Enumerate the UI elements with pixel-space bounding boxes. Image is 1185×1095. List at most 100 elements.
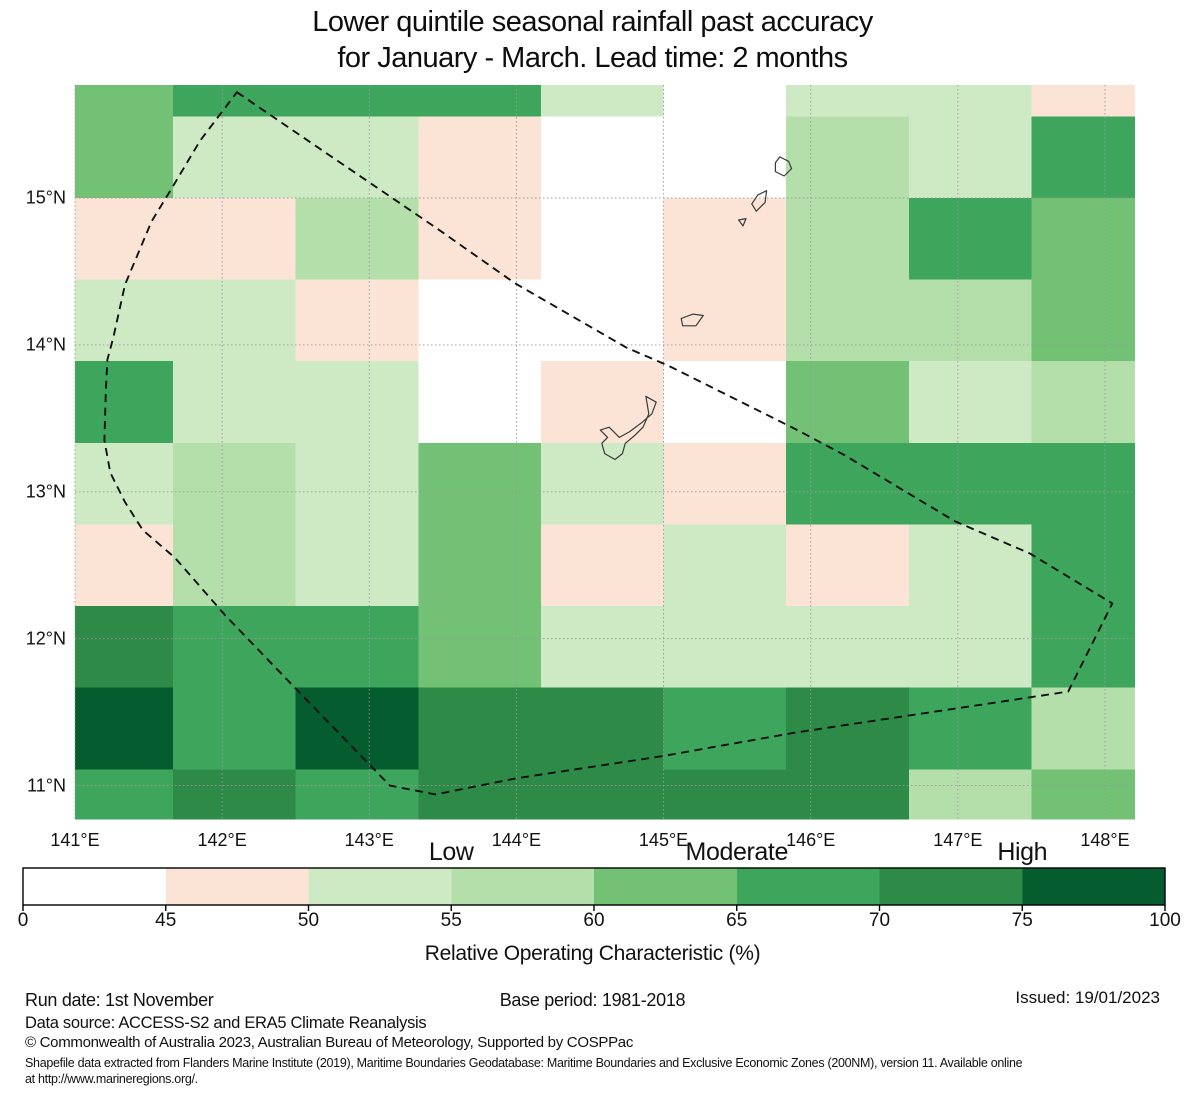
- heatmap-cell: [663, 606, 787, 688]
- heatmap-cell: [75, 116, 174, 198]
- heatmap-cell: [908, 116, 1032, 198]
- heatmap-cell: [786, 606, 909, 688]
- colorbar-segment: [308, 868, 452, 905]
- heatmap-cell: [1031, 606, 1135, 688]
- colorbar-segment: [165, 868, 309, 905]
- x-axis-tick-label: 143°E: [344, 830, 394, 850]
- heatmap-cell: [173, 361, 296, 443]
- heatmap-cell: [295, 198, 419, 280]
- heatmap-cell: [173, 85, 296, 117]
- x-axis-tick-label: 145°E: [638, 830, 689, 850]
- heatmap-cell: [295, 116, 419, 198]
- heatmap-cell: [908, 85, 1032, 117]
- heatmap-cell: [173, 442, 296, 525]
- heatmap-cell: [173, 769, 296, 820]
- colorbar-segment: [879, 868, 1023, 905]
- heatmap-cell: [1031, 198, 1135, 280]
- colorbar-segment: [451, 868, 594, 905]
- heatmap-cell: [75, 769, 174, 820]
- heatmap-cell: [418, 687, 541, 770]
- heatmap-cell: [786, 198, 909, 280]
- legend-category-label-low: Low: [428, 838, 474, 866]
- heatmap-cell: [295, 279, 419, 362]
- colorbar-tick-label: 100: [1149, 910, 1181, 931]
- heatmap-cell: [418, 606, 541, 688]
- y-axis-tick-label: 15°N: [25, 187, 66, 208]
- heatmap-cell: [295, 606, 419, 688]
- colorbar-segment: [736, 868, 880, 905]
- colorbar-tick-label: 70: [868, 910, 891, 931]
- heatmap-cell: [786, 361, 909, 443]
- colorbar-tick-label: 60: [583, 910, 605, 931]
- heatmap-cell: [908, 442, 1032, 525]
- x-axis-tick-label: 148°E: [1080, 830, 1130, 850]
- x-axis-tick-label: 146°E: [786, 830, 836, 850]
- heatmap-cell: [908, 687, 1032, 770]
- heatmap-cell: [1031, 85, 1135, 117]
- y-axis-tick-label: 12°N: [25, 628, 66, 649]
- x-axis-tick-label: 142°E: [197, 830, 247, 850]
- heatmap-cell: [663, 687, 787, 770]
- colorbar-tick-label: 65: [726, 910, 748, 931]
- issued-date-text: Issued: 19/01/2023: [1015, 988, 1160, 1007]
- heatmap-cell: [1031, 442, 1135, 525]
- island-outline-aguijan: [738, 218, 747, 227]
- heatmap-cell: [173, 687, 296, 770]
- heatmap-cell: [173, 279, 296, 362]
- data-source-text: Data source: ACCESS-S2 and ERA5 Climate …: [25, 1014, 427, 1032]
- heatmap-cell: [418, 442, 541, 525]
- shapefile-note-line-2: at http://www.marineregions.org/.: [25, 1072, 198, 1086]
- heatmap-cell: [1031, 116, 1135, 198]
- heatmap-cell: [908, 606, 1032, 688]
- y-axis-tick-label: 13°N: [25, 481, 66, 502]
- heatmap-cell: [541, 606, 664, 688]
- y-axis-tick-label: 11°N: [27, 775, 66, 796]
- y-axis-tick-label: 14°N: [25, 334, 66, 355]
- heatmap-cell: [295, 361, 419, 443]
- heatmap-cell: [295, 442, 419, 525]
- heatmap-cell: [663, 279, 787, 362]
- heatmap-cell: [541, 116, 664, 198]
- heatmap-cell: [908, 198, 1032, 280]
- legend-category-label-high: High: [997, 838, 1048, 866]
- heatmap-cell: [1031, 769, 1135, 820]
- heatmap-cell: [75, 85, 174, 117]
- heatmap-cell: [1031, 524, 1135, 607]
- heatmap-cell: [173, 116, 296, 198]
- heatmap-cell: [541, 361, 664, 443]
- heatmap-cell: [418, 769, 541, 820]
- heatmap-cell: [663, 769, 787, 820]
- base-period-text: Base period: 1981-2018: [499, 990, 686, 1010]
- heatmap-cell: [295, 85, 419, 117]
- island-outline-tinian: [751, 190, 768, 212]
- title-line-2: for January - March. Lead time: 2 months: [337, 42, 848, 74]
- heatmap-cell: [786, 116, 909, 198]
- heatmap-cell: [75, 687, 174, 770]
- heatmap-cell: [786, 769, 909, 820]
- heatmap-cell: [173, 524, 296, 607]
- heatmap-cell: [418, 198, 541, 280]
- copyright-text: © Commonwealth of Australia 2023, Austra…: [25, 1034, 634, 1051]
- x-axis-tick-label: 141°E: [50, 830, 100, 850]
- heatmap-cell: [663, 524, 787, 607]
- heatmap-cell: [541, 687, 664, 770]
- colorbar-axis-label: Relative Operating Characteristic (%): [424, 942, 761, 965]
- heatmap-cell: [663, 361, 787, 443]
- heatmap-cell: [663, 85, 787, 117]
- colorbar-tick-label: 50: [297, 910, 320, 931]
- heatmap-cell: [786, 85, 909, 117]
- colorbar-segment: [1022, 868, 1165, 905]
- heatmap-cell: [663, 442, 787, 525]
- heatmap-cell: [75, 361, 174, 443]
- heatmap-cell: [75, 606, 174, 688]
- heatmap-cell: [418, 85, 541, 117]
- x-axis-tick-label: 147°E: [933, 830, 983, 850]
- heatmap-cell: [786, 524, 909, 607]
- heatmap-cell: [1031, 687, 1135, 770]
- heatmap-cell: [75, 524, 174, 607]
- island-outline-saipan: [774, 156, 793, 177]
- eez-boundary: [103, 91, 1114, 796]
- heatmap-cell: [541, 279, 664, 362]
